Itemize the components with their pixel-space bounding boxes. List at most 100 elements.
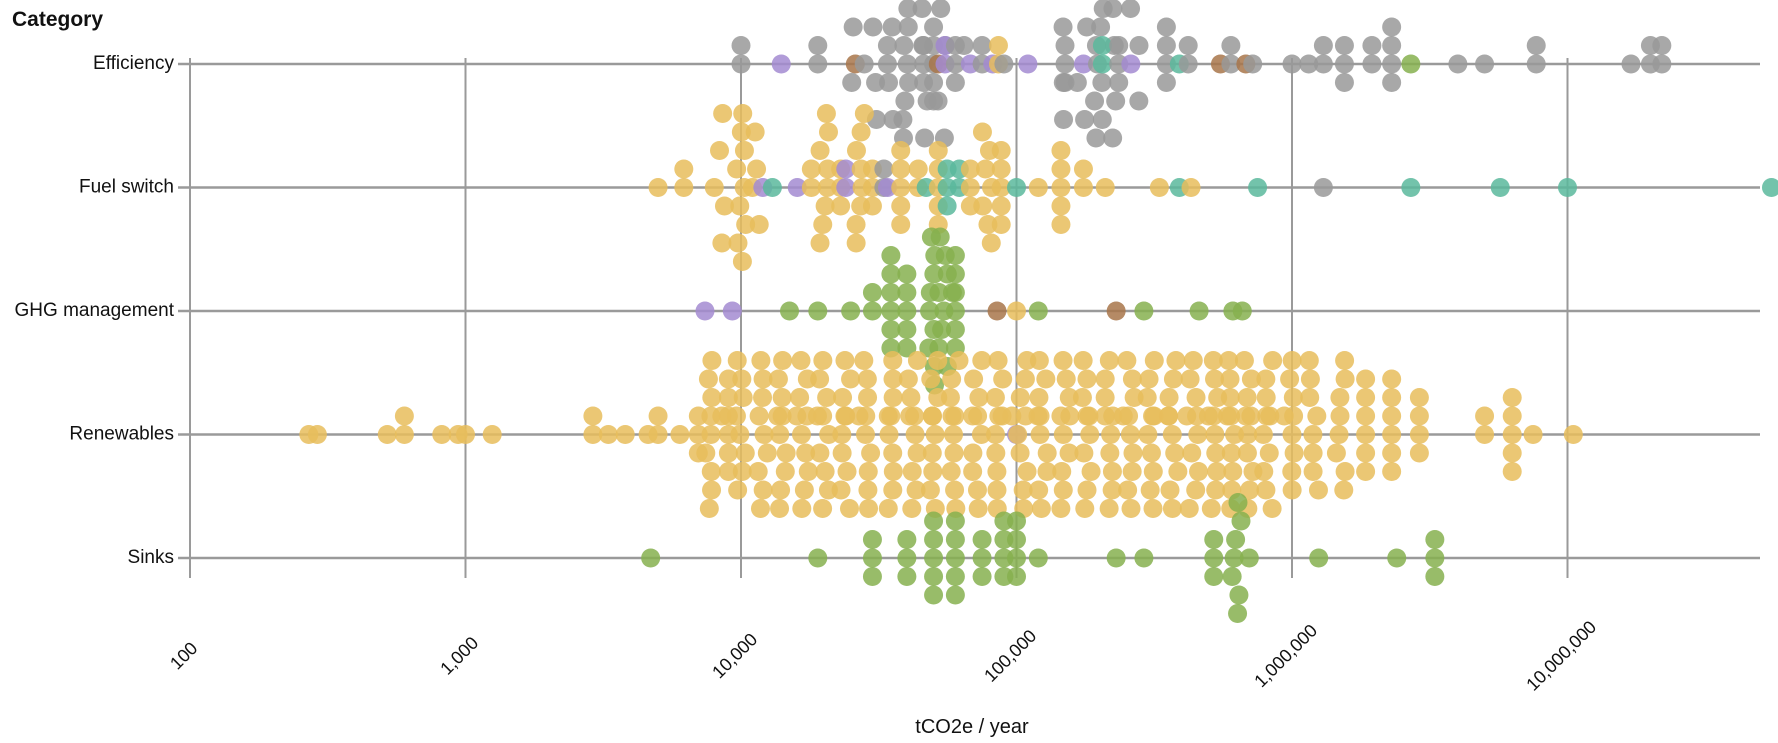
data-point bbox=[1181, 178, 1201, 197]
data-point bbox=[883, 462, 903, 482]
data-point bbox=[1103, 128, 1123, 148]
data-point bbox=[1156, 35, 1176, 55]
data-point bbox=[1010, 443, 1030, 463]
data-point bbox=[897, 338, 917, 358]
data-point bbox=[1248, 178, 1268, 197]
data-point bbox=[932, 320, 952, 340]
data-point bbox=[858, 480, 878, 500]
category-label: Efficiency bbox=[93, 53, 174, 74]
data-point bbox=[963, 462, 983, 482]
data-point bbox=[897, 301, 917, 321]
data-point bbox=[801, 178, 821, 197]
data-point bbox=[1356, 406, 1376, 426]
data-point bbox=[1284, 406, 1304, 426]
x-tick-labels: 100 1,000 10,000 100,000 1,000,000 10,000,000 bbox=[166, 617, 1600, 695]
data-point bbox=[882, 17, 902, 37]
data-point bbox=[924, 511, 944, 531]
data-point bbox=[813, 215, 833, 235]
data-point bbox=[753, 369, 773, 389]
data-point bbox=[1109, 35, 1129, 55]
data-point bbox=[702, 387, 722, 407]
data-point bbox=[1313, 35, 1333, 55]
data-point bbox=[1425, 567, 1445, 587]
data-point bbox=[856, 406, 876, 426]
data-point bbox=[1149, 178, 1169, 197]
data-point bbox=[1362, 35, 1382, 55]
data-point bbox=[1103, 0, 1123, 18]
data-point bbox=[1326, 443, 1346, 463]
data-point bbox=[1077, 369, 1097, 389]
data-point bbox=[1092, 110, 1112, 130]
data-point bbox=[906, 480, 926, 500]
data-point bbox=[831, 196, 851, 216]
data-point bbox=[945, 264, 965, 284]
data-point bbox=[810, 233, 830, 253]
data-point bbox=[1163, 369, 1183, 389]
data-point bbox=[1029, 387, 1049, 407]
data-point bbox=[945, 54, 965, 74]
data-point bbox=[1282, 425, 1302, 444]
data-point bbox=[1563, 425, 1583, 444]
data-point bbox=[1387, 548, 1407, 568]
data-point bbox=[1409, 443, 1429, 463]
data-point bbox=[1236, 406, 1256, 426]
data-point bbox=[945, 567, 965, 587]
data-point bbox=[986, 443, 1006, 463]
data-point bbox=[1502, 387, 1522, 407]
data-point bbox=[815, 196, 835, 216]
data-point bbox=[1205, 425, 1225, 444]
data-point bbox=[1134, 301, 1154, 321]
data-point bbox=[1134, 548, 1154, 568]
data-point bbox=[1141, 443, 1161, 463]
data-point bbox=[1475, 425, 1495, 444]
data-point bbox=[891, 215, 911, 235]
data-point bbox=[1253, 425, 1273, 444]
data-point bbox=[1051, 196, 1071, 216]
data-point bbox=[862, 529, 882, 549]
data-point bbox=[728, 480, 748, 500]
category-label: Fuel switch bbox=[79, 177, 174, 198]
data-point bbox=[975, 159, 995, 179]
data-point bbox=[701, 425, 721, 444]
data-point bbox=[1221, 54, 1241, 74]
data-point bbox=[991, 196, 1011, 216]
data-point bbox=[988, 35, 1008, 55]
data-point bbox=[1207, 462, 1227, 482]
data-point bbox=[749, 215, 769, 235]
data-point bbox=[944, 443, 964, 463]
data-point bbox=[1007, 511, 1026, 531]
data-point bbox=[897, 529, 917, 549]
data-point bbox=[1229, 585, 1249, 605]
data-point bbox=[751, 350, 771, 370]
data-point bbox=[1053, 17, 1073, 37]
data-point bbox=[883, 443, 903, 463]
data-point bbox=[808, 54, 828, 74]
data-point bbox=[713, 103, 733, 123]
data-point bbox=[1223, 462, 1243, 482]
data-point bbox=[883, 369, 903, 389]
data-point bbox=[1239, 548, 1259, 568]
data-point bbox=[854, 54, 874, 74]
data-point bbox=[1162, 425, 1182, 444]
data-point bbox=[1203, 406, 1223, 426]
data-point bbox=[753, 387, 773, 407]
data-point bbox=[846, 215, 866, 235]
data-point bbox=[699, 499, 719, 519]
x-tick-label: 10,000,000 bbox=[1522, 617, 1600, 695]
data-point bbox=[1238, 425, 1258, 444]
data-point bbox=[1067, 73, 1087, 93]
data-point bbox=[897, 548, 917, 568]
data-point bbox=[1029, 350, 1049, 370]
data-point bbox=[922, 443, 942, 463]
data-point bbox=[768, 369, 788, 389]
data-point bbox=[969, 387, 989, 407]
data-point bbox=[731, 54, 751, 74]
data-point bbox=[1234, 350, 1254, 370]
data-point bbox=[432, 425, 452, 444]
data-point bbox=[963, 443, 983, 463]
data-point bbox=[857, 369, 877, 389]
data-point bbox=[1086, 128, 1106, 148]
data-point bbox=[945, 480, 965, 500]
data-point bbox=[945, 585, 965, 605]
data-point bbox=[1256, 387, 1276, 407]
